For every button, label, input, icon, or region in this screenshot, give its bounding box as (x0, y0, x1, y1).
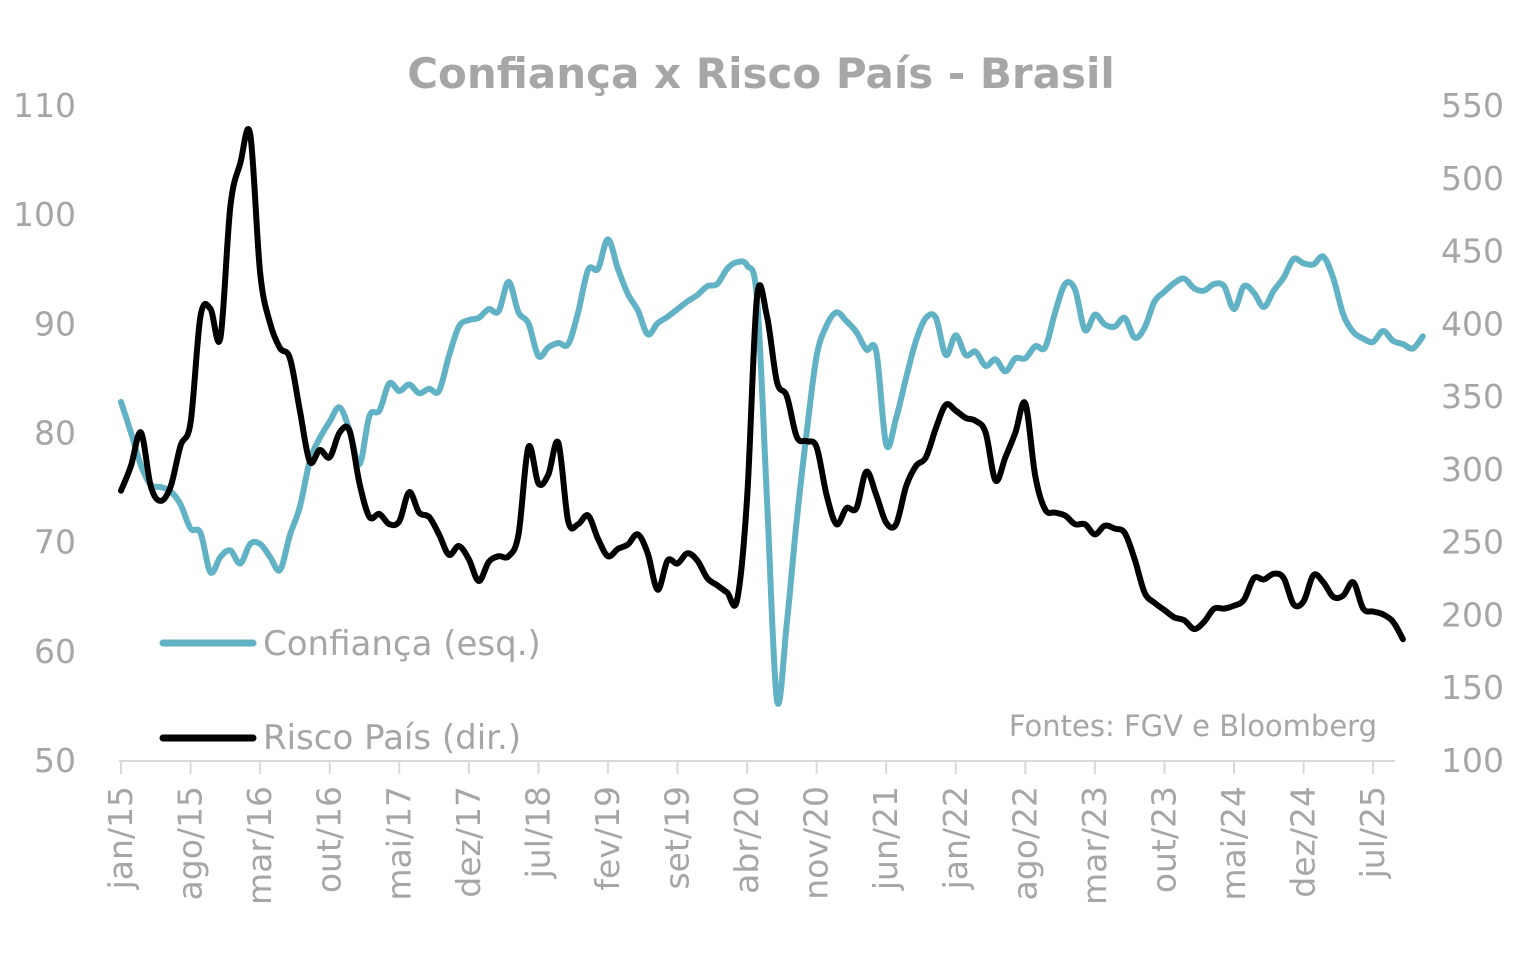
legend-label-confianca: Confiança (esq.) (263, 624, 541, 664)
x-axis-tick-label: nov/20 (797, 786, 836, 900)
series-line-confianca (118, 236, 1426, 707)
legend: Confiança (esq.) Risco País (dir.) (159, 624, 541, 758)
left-axis-tick-label: 90 (34, 304, 76, 343)
x-axis-tick-label: dez/24 (1284, 786, 1323, 898)
x-axis-tick-label: abr/20 (727, 786, 766, 894)
legend-label-risco-pais: Risco País (dir.) (263, 718, 521, 758)
right-axis-ticks: 100 150 200 250 300 350 400 450 500 550 (1441, 86, 1504, 780)
right-axis-tick-label: 300 (1441, 450, 1504, 489)
series-lines (118, 126, 1426, 707)
x-axis-tick-label: mar/16 (240, 786, 279, 905)
left-axis-tick-label: 70 (34, 523, 76, 562)
chart-title: Confiança x Risco País - Brasil (407, 49, 1115, 98)
right-axis-tick-label: 450 (1441, 232, 1504, 271)
left-axis-tick-label: 60 (34, 632, 76, 671)
right-axis-tick-label: 100 (1441, 741, 1504, 780)
right-axis-tick-label: 350 (1441, 377, 1504, 416)
x-axis-tick-label: ago/15 (171, 786, 210, 900)
x-axis-tick-label: jun/21 (866, 786, 905, 891)
left-axis-ticks: 50 60 70 80 90 100 110 (13, 86, 76, 780)
left-axis-tick-label: 80 (34, 414, 76, 453)
x-axis-tick-label: out/16 (310, 786, 349, 893)
left-axis-tick-label: 110 (13, 86, 76, 125)
x-axis-ticks: jan/15 ago/15 mar/16 out/16 mai/17 dez/17 jul/… (101, 761, 1392, 905)
x-axis-tick-label: jan/22 (936, 786, 975, 890)
x-axis-tick-label: jan/15 (101, 786, 140, 890)
left-axis-tick-label: 50 (34, 741, 76, 780)
x-axis-tick-label: mai/17 (379, 786, 418, 901)
series-line-risco-pais (118, 126, 1406, 643)
x-axis-tick-label: ago/22 (1005, 786, 1044, 900)
x-axis-tick-label: jul/18 (518, 786, 557, 879)
right-axis-tick-label: 400 (1441, 304, 1504, 343)
x-axis-tick-label: dez/17 (449, 786, 488, 898)
right-axis-tick-label: 200 (1441, 595, 1504, 634)
x-axis-tick-label: fev/19 (588, 786, 627, 891)
right-axis-tick-label: 500 (1441, 159, 1504, 198)
x-axis-tick-label: set/19 (658, 786, 697, 890)
right-axis-tick-label: 250 (1441, 523, 1504, 562)
source-note: Fontes: FGV e Bloomberg (1009, 709, 1377, 743)
x-axis-tick-label: out/23 (1144, 786, 1183, 893)
right-axis-tick-label: 150 (1441, 668, 1504, 707)
x-axis-tick-label: mar/23 (1075, 786, 1114, 905)
x-axis-tick-label: jul/25 (1353, 786, 1392, 879)
x-axis-tick-label: mai/24 (1214, 786, 1253, 901)
left-axis-tick-label: 100 (13, 195, 76, 234)
right-axis-tick-label: 550 (1441, 86, 1504, 125)
